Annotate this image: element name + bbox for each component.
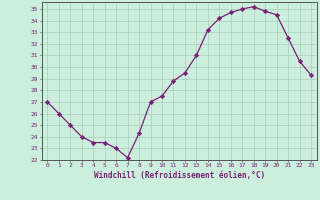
- X-axis label: Windchill (Refroidissement éolien,°C): Windchill (Refroidissement éolien,°C): [94, 171, 265, 180]
